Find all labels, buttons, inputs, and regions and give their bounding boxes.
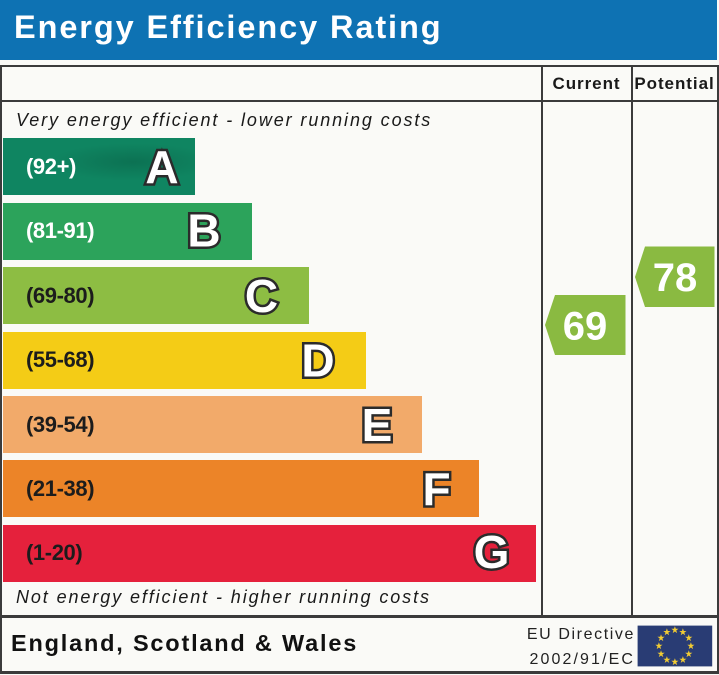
svg-text:A: A (145, 141, 178, 193)
svg-text:G: G (474, 526, 510, 578)
svg-text:69: 69 (563, 305, 608, 349)
svg-text:F: F (422, 463, 450, 515)
svg-text:E: E (362, 399, 393, 451)
svg-text:78: 78 (653, 256, 698, 300)
svg-text:D: D (301, 335, 334, 387)
svg-text:B: B (187, 205, 220, 257)
svg-text:C: C (245, 270, 278, 322)
